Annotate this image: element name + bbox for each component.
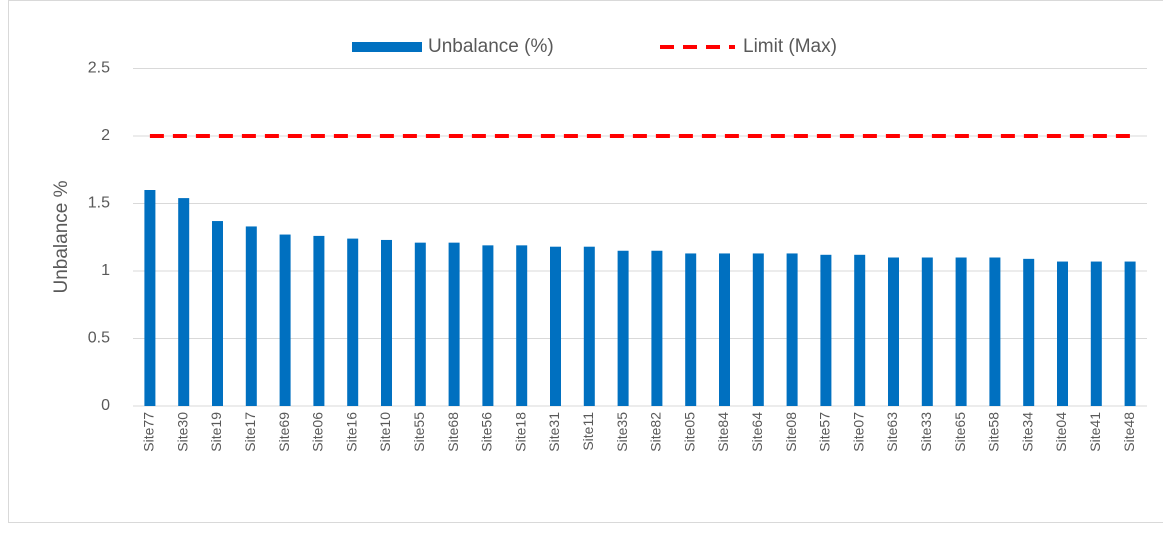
x-tick-label: Site57: [817, 412, 833, 452]
bar: [955, 257, 967, 406]
x-tick-label: Site17: [242, 412, 258, 452]
bar: [516, 245, 528, 406]
bar: [414, 242, 426, 406]
bar: [617, 250, 629, 406]
x-tick-label: Site10: [377, 412, 393, 452]
bar: [854, 254, 866, 406]
x-tick-label: Site41: [1087, 412, 1103, 452]
legend-label: Limit (Max): [743, 36, 837, 57]
x-tick-label: Site07: [850, 412, 866, 452]
bar: [651, 250, 663, 406]
y-tick-label: 0.5: [88, 330, 110, 347]
bar: [1124, 261, 1136, 406]
x-tick-label: Site30: [174, 412, 190, 452]
bar: [482, 245, 494, 406]
bar: [719, 253, 730, 406]
x-tick-label: Site77: [141, 412, 157, 452]
bar: [347, 238, 359, 406]
x-tick-label: Site34: [1019, 412, 1035, 452]
y-tick-label: 1.5: [88, 195, 110, 212]
bar: [212, 221, 223, 406]
x-tick-label: Site69: [276, 412, 292, 452]
x-tick-label: Site11: [580, 412, 596, 451]
bar: [888, 257, 899, 406]
x-tick-label: Site68: [445, 412, 461, 452]
bar: [245, 226, 257, 406]
x-tick-label: Site05: [681, 412, 697, 452]
bar: [178, 198, 190, 406]
x-tick-label: Site64: [749, 412, 765, 452]
y-axis-title: Unbalance %: [51, 180, 72, 293]
bar: [1057, 261, 1068, 406]
bar: [1023, 258, 1035, 406]
x-tick-label: Site84: [715, 412, 731, 452]
bar: [820, 254, 832, 406]
legend-label: Unbalance (%): [428, 36, 554, 57]
x-tick-label: Site63: [884, 412, 900, 452]
bar: [583, 246, 595, 406]
y-tick-label: 1: [101, 262, 110, 279]
bar: [921, 257, 933, 406]
x-tick-label: Site31: [546, 412, 562, 452]
x-tick-label: Site48: [1121, 412, 1137, 452]
bar: [381, 239, 392, 406]
x-tick-label: Site33: [918, 412, 934, 452]
bar: [1090, 261, 1102, 406]
x-tick-label: Site65: [952, 412, 968, 452]
y-tick-label: 2: [101, 127, 110, 144]
y-tick-label: 0: [101, 397, 110, 414]
bar: [279, 234, 291, 406]
x-tick-label: Site55: [411, 412, 427, 452]
bar: [786, 253, 798, 406]
x-tick-label: Site35: [614, 412, 630, 452]
bar: [685, 253, 697, 406]
bar: [144, 190, 156, 406]
bar: [313, 235, 325, 406]
y-tick-label: 2.5: [88, 60, 110, 77]
x-tick-label: Site04: [1053, 412, 1069, 452]
bar: [752, 253, 764, 406]
chart-border: [8, 0, 1163, 523]
x-tick-label: Site82: [648, 412, 664, 452]
legend-swatch: [352, 42, 422, 52]
bar: [448, 242, 460, 406]
bar: [550, 246, 561, 406]
x-tick-label: Site19: [208, 412, 224, 452]
x-tick-label: Site58: [986, 412, 1002, 452]
x-tick-label: Site16: [343, 412, 359, 452]
bar: [989, 257, 1001, 406]
x-tick-label: Site18: [512, 412, 528, 452]
x-tick-label: Site06: [310, 412, 326, 452]
x-tick-label: Site08: [783, 412, 799, 452]
x-tick-label: Site56: [479, 412, 495, 452]
